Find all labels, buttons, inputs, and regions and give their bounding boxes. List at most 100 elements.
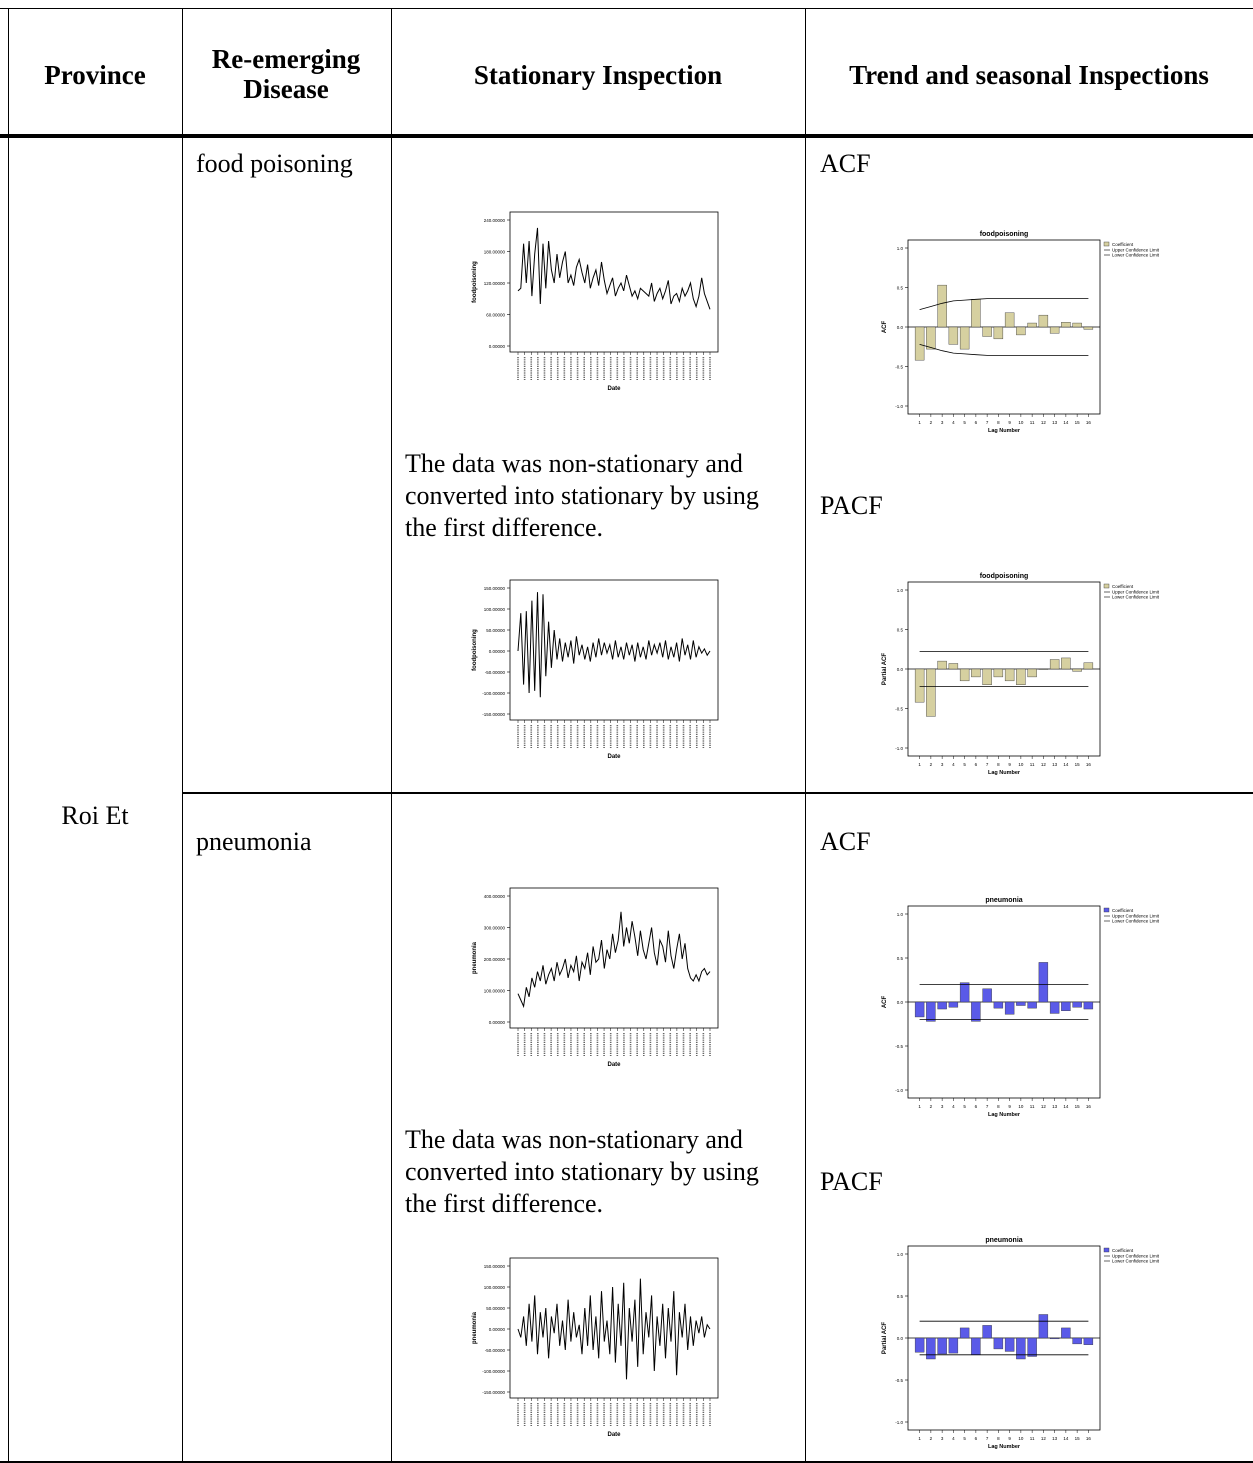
- x-tick-label: 2: [930, 1436, 933, 1441]
- coefficient-bar: [959, 668, 970, 682]
- y-tick-label: -100.00000: [482, 1369, 505, 1374]
- y-axis-label: ACF: [882, 996, 888, 1009]
- legend-label: Lower Confidence Limit: [1112, 595, 1160, 600]
- coefficient-bar: [1004, 1337, 1015, 1352]
- x-tick-label: 12: [1041, 1436, 1047, 1441]
- legend-label: Coefficient: [1112, 1248, 1134, 1253]
- pacf-label: PACF: [820, 491, 883, 520]
- y-tick-label: -1.0: [895, 1420, 903, 1425]
- x-tick-label: 13: [1052, 762, 1058, 767]
- coefficient-bar: [982, 988, 992, 1003]
- x-tick-label: 12: [1041, 1104, 1047, 1109]
- series-line: [517, 1278, 711, 1380]
- coefficient-bar: [926, 1337, 936, 1360]
- coefficient-bar: [1049, 1001, 1060, 1014]
- header-province: Province: [44, 60, 146, 90]
- y-tick-label: 0.5: [897, 956, 904, 961]
- y-tick-label: 0.00000: [489, 1020, 506, 1025]
- chart-pn-acf: pneumonia-1.0-0.50.00.51.01 2 3 4 5 6 7 8 9 10 11 1…: [882, 897, 1160, 1118]
- x-tick-label: 11: [1030, 1436, 1035, 1441]
- y-tick-label: 100.00000: [484, 1285, 506, 1290]
- legend-label: Lower Confidence Limit: [1112, 919, 1160, 924]
- table-left-border: [8, 8, 9, 1463]
- chart-pn-raw: 0.00000 100.00000 200.00000 300.00000 400.00…: [472, 887, 719, 1068]
- legend-label: Upper Confidence Limit: [1112, 914, 1160, 919]
- plot-frame: [509, 211, 719, 353]
- plot-frame: [509, 887, 719, 1029]
- coefficient-bar: [993, 326, 1004, 340]
- x-axis-label: Lag Number: [988, 770, 1021, 776]
- chart-title: pneumonia: [985, 1237, 1022, 1244]
- legend-label: Coefficient: [1112, 242, 1134, 247]
- x-tick-label: 16: [1086, 1436, 1092, 1441]
- coefficient-bar: [971, 1001, 981, 1022]
- x-tick-label: 12: [1041, 762, 1047, 767]
- y-axis-label: pneumonia: [472, 1311, 478, 1344]
- coefficient-bar: [1016, 668, 1026, 686]
- row-divider: [182, 792, 1253, 794]
- coefficient-bar: [982, 1325, 992, 1339]
- coefficient-bar: [993, 1337, 1004, 1350]
- coefficient-bar: [937, 660, 947, 670]
- disease-name: food poisoning: [196, 149, 353, 178]
- coefficient-bar: [1061, 1001, 1071, 1012]
- header-stationary: Stationary Inspection: [473, 60, 723, 90]
- col-divider-1: [182, 8, 183, 1463]
- y-axis-label: Partial ACF: [882, 1322, 888, 1354]
- header-disease: Re-emerging Disease: [211, 44, 361, 104]
- y-tick-label: 1.0: [897, 588, 904, 593]
- x-tick-label: 16: [1086, 420, 1092, 425]
- coefficient-bar: [1016, 1001, 1026, 1006]
- coefficient-bar: [1027, 668, 1037, 678]
- x-tick-label: 12: [1041, 420, 1047, 425]
- x-tick-label: 11: [1030, 1104, 1035, 1109]
- x-tick-label: 15: [1075, 1436, 1081, 1441]
- x-tick-label: 1: [918, 762, 921, 767]
- chart-fp-diff: -150.00000 -100.00000 -50.00000 0.00000 50.0…: [472, 579, 719, 760]
- y-axis-label: foodpoisoning: [472, 261, 478, 303]
- coefficient-bar: [914, 1337, 925, 1353]
- x-tick-label: 4: [952, 1104, 955, 1109]
- y-axis-label: ACF: [882, 321, 888, 334]
- coefficient-bar: [1083, 326, 1094, 330]
- coefficient-bar: [914, 668, 925, 703]
- coefficient-bar: [1049, 326, 1060, 334]
- coefficient-bar: [948, 1337, 959, 1354]
- legend-label: Lower Confidence Limit: [1112, 1259, 1160, 1264]
- coefficient-bar: [993, 668, 1004, 678]
- y-tick-label: 100.00000: [484, 607, 506, 612]
- chart-title: foodpoisoning: [980, 231, 1029, 238]
- series-line: [517, 592, 711, 698]
- coefficient-bar: [1061, 1327, 1071, 1339]
- header-bottom-border: [0, 134, 1253, 138]
- x-tick-label: 6: [975, 1436, 978, 1441]
- coefficient-bar: [948, 1001, 959, 1008]
- x-tick-label: 7: [986, 1104, 989, 1109]
- y-tick-label: -50.00000: [485, 670, 506, 675]
- y-axis-label: Partial ACF: [882, 653, 888, 685]
- header-trend: Trend and seasonal Inspections: [849, 60, 1209, 90]
- legend-label: Coefficient: [1112, 584, 1134, 589]
- y-tick-label: 120.00000: [484, 281, 506, 286]
- chart-title: pneumonia: [985, 897, 1022, 904]
- acf-label: ACF: [820, 827, 871, 856]
- x-tick-label: 14: [1063, 1104, 1069, 1109]
- coefficient-bar: [914, 1001, 925, 1018]
- x-tick-label: 6: [975, 1104, 978, 1109]
- coefficient-bar: [982, 326, 992, 337]
- coefficient-bar: [1016, 1337, 1026, 1360]
- x-tick-label: 8: [997, 762, 1000, 767]
- legend-swatch: [1103, 241, 1110, 247]
- y-tick-label: 0.00000: [489, 344, 506, 349]
- x-tick-label: 6: [975, 762, 978, 767]
- x-tick-label: 16: [1086, 1104, 1092, 1109]
- coefficient-bar: [926, 668, 936, 717]
- x-tick-label: 1: [918, 1104, 921, 1109]
- pacf-label: PACF: [820, 1167, 883, 1196]
- coefficient-bar: [1083, 1337, 1094, 1345]
- legend-swatch: [1103, 583, 1110, 589]
- chart-pn-diff: -150.00000 -100.00000 -50.00000 0.00000 50.0…: [472, 1257, 719, 1438]
- x-tick-label: 10: [1018, 762, 1024, 767]
- x-tick-label: 9: [1008, 420, 1011, 425]
- y-tick-label: 1.0: [897, 912, 904, 917]
